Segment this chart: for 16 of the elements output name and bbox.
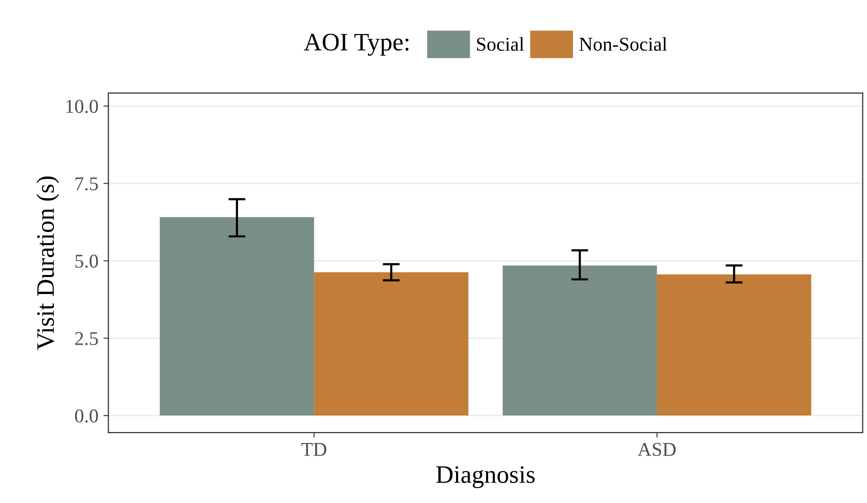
legend-label: Non-Social [579,37,667,51]
x-tick-label: TD [301,443,326,456]
bar [314,272,468,416]
y-tick-label: 10.0 [66,100,98,114]
bar [656,274,812,416]
legend-label: Social [477,37,524,51]
y-tick-label: 5.0 [75,254,98,268]
y-tick-label: 7.5 [76,177,98,190]
legend-title: AOI Type: [304,34,408,56]
bar [502,265,657,416]
y-tick-label: 0.0 [75,409,98,423]
x-axis-title: Diagnosis [436,466,535,488]
x-tick-label: ASD [638,442,676,456]
y-tick-label: 2.5 [75,332,98,346]
bar [160,217,314,416]
y-axis-title: Visit Duration (s) [36,176,60,350]
